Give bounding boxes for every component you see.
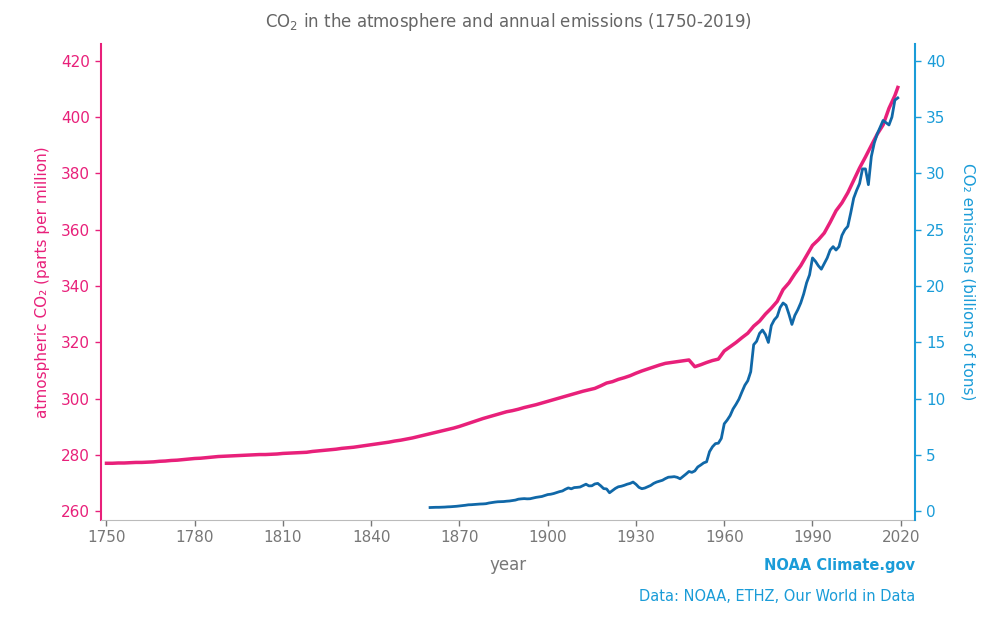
Title: $\mathregular{CO_2}$ in the atmosphere and annual emissions (1750-2019): $\mathregular{CO_2}$ in the atmosphere a…: [265, 11, 751, 33]
Y-axis label: atmospheric CO₂ (parts per million): atmospheric CO₂ (parts per million): [35, 146, 50, 418]
Y-axis label: CO₂ emissions (billions of tons): CO₂ emissions (billions of tons): [961, 163, 976, 401]
Text: Data: NOAA, ETHZ, Our World in Data: Data: NOAA, ETHZ, Our World in Data: [639, 589, 915, 604]
Text: NOAA Climate.gov: NOAA Climate.gov: [765, 558, 915, 573]
X-axis label: year: year: [490, 556, 526, 574]
